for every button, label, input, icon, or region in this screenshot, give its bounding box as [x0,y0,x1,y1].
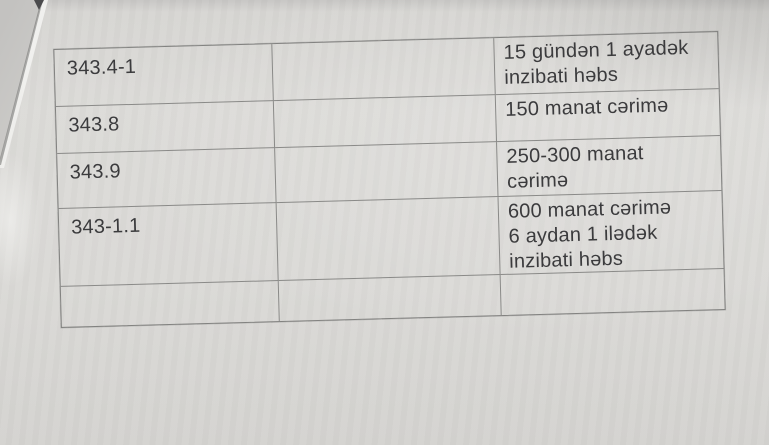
cell-article-row2: 343.8 [55,101,276,154]
cell-sanction-row2: 150 manat cərimə [495,89,720,143]
cell-middle-row1 [272,38,496,102]
cell-sanction-row3: 250-300 manat cərimə [497,136,722,198]
penalty-table: 343.4-1 15 gündən 1 ayadək inzibati həbs… [53,31,726,328]
cell-middle-row4 [276,197,501,282]
cell-article-row3: 343.9 [57,148,277,209]
cell-middle-row3 [275,142,499,204]
page-corner-dark-tip [34,0,44,10]
cell-article-row1: 343.4-1 [54,44,274,107]
cell-article-row5 [60,281,280,327]
cell-article-row4: 343-1.1 [58,203,279,287]
cell-middle-row2 [273,95,498,149]
cell-sanction-row1: 15 gündən 1 ayadək inzibati həbs [494,32,719,96]
page-left-edge-highlight [0,130,50,310]
cell-sanction-row4: 600 manat cərimə 6 aydan 1 ilədək inziba… [498,191,724,276]
cell-sanction-row5 [501,269,725,315]
cell-middle-row5 [278,275,502,322]
